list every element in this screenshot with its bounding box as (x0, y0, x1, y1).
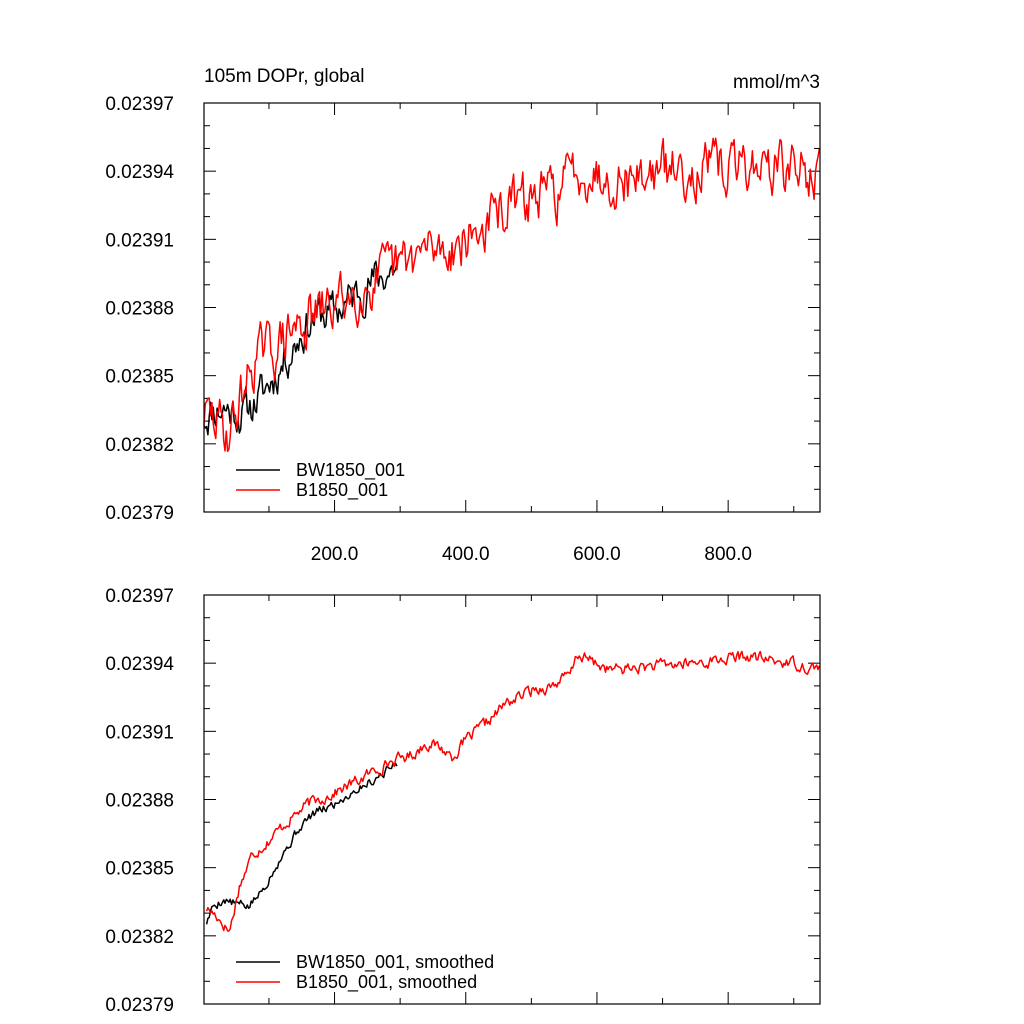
legend-label: BW1850_001 (296, 460, 405, 481)
x-tick-label: 600.0 (573, 544, 621, 565)
y-tick-label: 0.02379 (105, 503, 174, 524)
series-line-b1850 (203, 137, 821, 453)
legend-label: B1850_001, smoothed (296, 972, 477, 993)
y-tick-label: 0.02388 (105, 791, 174, 812)
y-tick-label: 0.02391 (105, 230, 174, 251)
y-tick-label: 0.02394 (105, 162, 174, 183)
series-line-b1850 (205, 650, 821, 932)
y-tick-label: 0.02379 (105, 995, 174, 1016)
y-tick-label: 0.02397 (105, 94, 174, 115)
series-line-bw1850 (205, 762, 398, 925)
units-label: mmol/m^3 (733, 72, 820, 93)
y-tick-label: 0.02385 (105, 367, 174, 388)
x-tick-label: 200.0 (311, 544, 359, 565)
x-tick-label: 400.0 (442, 544, 490, 565)
x-axis-labels: 200.0 400.0 600.0 800.0 (311, 544, 752, 565)
chart-title: 105m DOPr, global (204, 66, 365, 87)
y-tick-label: 0.02388 (105, 299, 174, 320)
series-line-bw1850 (203, 253, 401, 436)
series-lines (205, 650, 821, 932)
plot-frame (203, 594, 821, 1005)
axis-ticks (204, 594, 820, 1005)
legend-label: BW1850_001, smoothed (296, 952, 494, 973)
x-tick-label: 800.0 (704, 544, 752, 565)
y-tick-label: 0.02382 (105, 435, 174, 456)
y-axis-labels: 0.02379 0.02382 0.02385 0.02388 0.02391 0.023… (105, 586, 174, 1016)
y-tick-label: 0.02382 (105, 927, 174, 948)
top-panel: 105m DOPr, global mmol/m^3 0.02379 0.0238… (105, 66, 821, 565)
y-tick-label: 0.02397 (105, 586, 174, 607)
plot-frame (203, 102, 821, 513)
y-tick-label: 0.02394 (105, 654, 174, 675)
axis-ticks (204, 102, 820, 513)
series-lines (203, 137, 821, 453)
y-axis-labels: 0.02379 0.02382 0.02385 0.02388 0.02391 0.023… (105, 94, 174, 524)
bottom-panel: 0.02379 0.02382 0.02385 0.02388 0.02391 0.023… (105, 586, 821, 1016)
y-tick-label: 0.02391 (105, 722, 174, 743)
legend-label: B1850_001 (296, 480, 388, 501)
y-tick-label: 0.02385 (105, 859, 174, 880)
